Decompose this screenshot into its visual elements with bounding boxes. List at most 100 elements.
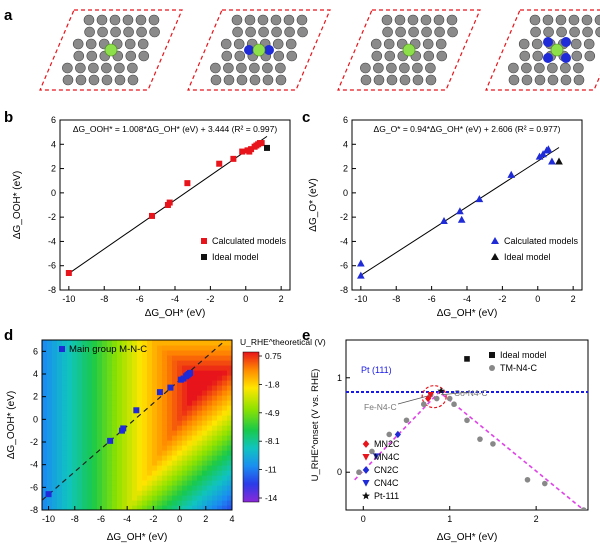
carbon-atom — [210, 62, 221, 74]
heatmap-cell — [172, 495, 178, 501]
heatmap-cell — [62, 450, 68, 456]
heatmap-cell — [77, 455, 83, 461]
heatmap-cell — [72, 490, 78, 496]
heatmap-cell — [87, 435, 93, 441]
heatmap-cell — [57, 460, 63, 466]
y-tick-label: -2 — [30, 437, 38, 447]
heatmap-cell — [222, 355, 228, 361]
heatmap-cell — [42, 380, 48, 386]
heatmap-cell — [77, 410, 83, 416]
heatmap-cell — [212, 470, 218, 476]
heatmap-cell — [97, 375, 103, 381]
heatmap-cell — [197, 405, 203, 411]
panel-c-chart: ΔG_O* = 0.94*ΔG_OH* (eV) + 2.606 (R² = 0… — [308, 115, 583, 319]
heatmap-cell — [207, 345, 213, 351]
heatmap-cell — [207, 375, 213, 381]
heatmap-cell — [197, 485, 203, 491]
heatmap-cell — [77, 340, 83, 346]
carbon-atom — [220, 38, 232, 50]
heatmap-cell — [197, 430, 203, 436]
heatmap-cell — [82, 420, 88, 426]
heatmap-cell — [42, 450, 48, 456]
heatmap-cell — [107, 380, 113, 386]
heatmap-cell — [62, 470, 68, 476]
carbon-atom — [232, 26, 243, 38]
heatmap-cell — [122, 400, 128, 406]
heatmap-cell — [222, 440, 228, 446]
heatmap-cell — [157, 375, 163, 381]
heatmap-cell — [127, 460, 133, 466]
heatmap-cell — [107, 375, 113, 381]
heatmap-cell — [107, 340, 113, 346]
carbon-atom — [283, 14, 295, 26]
heatmap-cell — [177, 395, 183, 401]
x-tick-label: 0 — [243, 294, 248, 304]
heatmap-cell — [162, 440, 168, 446]
heatmap-cell — [197, 475, 203, 481]
heatmap-cell — [192, 485, 198, 491]
heatmap-cell — [157, 435, 163, 441]
carbon-atom — [244, 14, 256, 26]
data-point — [369, 448, 375, 455]
carbon-atom — [149, 26, 160, 38]
data-point — [420, 401, 427, 408]
heatmap-cell — [57, 485, 63, 491]
heatmap-cell — [207, 420, 213, 426]
heatmap-cell — [207, 425, 213, 431]
heatmap-cell — [87, 365, 93, 371]
heatmap-cell — [142, 485, 148, 491]
heatmap-cell — [177, 415, 183, 421]
carbon-atom — [381, 14, 393, 26]
carbon-atom — [519, 50, 531, 62]
heatmap-cell — [117, 385, 123, 391]
heatmap-cell — [122, 470, 128, 476]
heatmap-cell — [202, 505, 208, 510]
heatmap-cell — [57, 365, 63, 371]
heatmap-cell — [92, 385, 98, 391]
heatmap-cell — [52, 450, 58, 456]
heatmap-cell — [112, 455, 118, 461]
heatmap-cell — [187, 470, 193, 476]
heatmap-cell — [137, 445, 143, 451]
heatmap-cell — [147, 430, 153, 436]
heatmap-cell — [197, 380, 203, 386]
heatmap-cell — [207, 455, 213, 461]
heatmap-cell — [217, 395, 223, 401]
heatmap-cell — [42, 460, 48, 466]
carbon-atom — [273, 50, 285, 62]
panel-e-chart: 0 1 201 Pt (111) Fe-N4-C Co-N4-C Ideal mod… — [310, 339, 589, 543]
heatmap-cell — [157, 430, 163, 436]
heatmap-cell — [52, 360, 58, 366]
heatmap-cell — [127, 445, 133, 451]
heatmap-cell — [42, 435, 48, 441]
heatmap-cell — [107, 420, 113, 426]
heatmap-cell — [157, 440, 163, 446]
panel-d-xlabel: ΔG_OH* (eV) — [107, 532, 168, 543]
heatmap-cell — [182, 430, 188, 436]
heatmap-cell — [82, 425, 88, 431]
heatmap-cell — [67, 430, 73, 436]
heatmap-cell — [117, 435, 123, 441]
heatmap-cell — [122, 350, 128, 356]
heatmap-cell — [42, 410, 48, 416]
heatmap-cell — [102, 345, 108, 351]
heatmap-cell — [202, 490, 208, 496]
heatmap-cell — [92, 450, 98, 456]
heatmap-cell — [207, 340, 213, 346]
heatmap-cell — [197, 420, 203, 426]
data-point — [580, 507, 587, 510]
heatmap-cell — [202, 375, 208, 381]
heatmap-cell — [42, 445, 48, 451]
heatmap-cell — [222, 500, 228, 506]
heatmap-cell — [197, 345, 203, 351]
heatmap-cell — [217, 340, 223, 346]
carbon-atom — [62, 74, 74, 86]
heatmap-cell — [147, 380, 153, 386]
heatmap-cell — [112, 475, 118, 481]
heatmap-cell — [52, 435, 58, 441]
heatmap-cell — [52, 415, 58, 421]
heatmap-cell — [82, 390, 88, 396]
heatmap-cell — [97, 500, 103, 506]
legend-label-ideal: Ideal model — [504, 252, 551, 262]
